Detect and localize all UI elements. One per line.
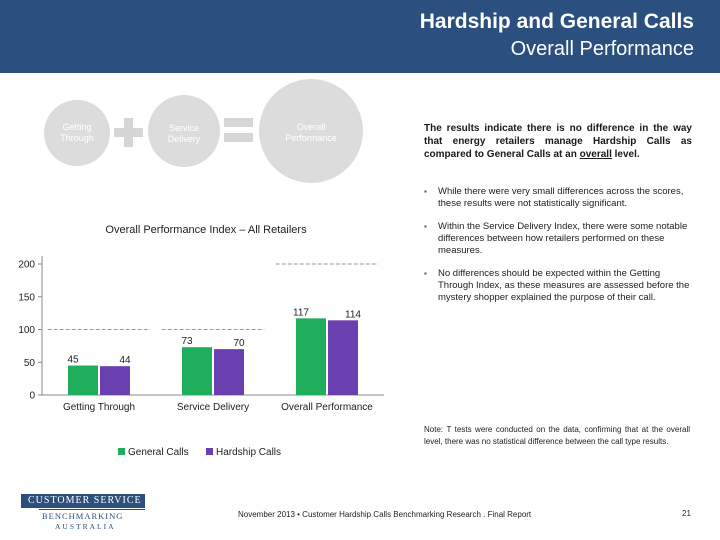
getting-through-circle: Getting Through (44, 100, 110, 166)
summary-text: The results indicate there is no differe… (424, 122, 692, 161)
overall-performance-circle: Overall Performance (259, 79, 363, 183)
x-tick-label: Overall Performance (281, 402, 373, 413)
chart-title: Overall Performance Index – All Retailer… (105, 224, 307, 236)
csba-logo: CUSTOMER SERVICE BENCHMARKING AUSTRALIA (21, 494, 145, 534)
getting-through-label: Getting Through (60, 122, 94, 143)
chart-body: 0 50 100 150 200 45 44 Getting Through 73 70 Servi… (18, 256, 384, 413)
data-label: 44 (119, 355, 131, 366)
logo-line-2: BENCHMARKING (39, 509, 145, 521)
page-number: 21 (682, 509, 691, 518)
data-label: 114 (345, 309, 361, 320)
legend-label: General Calls (128, 447, 189, 458)
finding-bullet: Within the Service Delivery Index, there… (424, 221, 696, 257)
finding-bullet: No differences should be expected within… (424, 268, 696, 304)
bar-general (296, 318, 326, 395)
page-title: Hardship and General Calls (419, 10, 694, 33)
chart-legend: General Calls Hardship Calls (118, 447, 281, 458)
footer-text: November 2013 • Customer Hardship Calls … (238, 510, 532, 519)
x-tick-label: Service Delivery (177, 402, 249, 413)
y-tick-label: 0 (29, 391, 35, 402)
summary-text-after: level. (611, 149, 640, 160)
y-tick-label: 100 (18, 325, 35, 336)
legend-swatch-hardship (206, 448, 213, 455)
plus-horizontal (114, 128, 143, 137)
logo-line-1: CUSTOMER SERVICE (21, 494, 145, 508)
header-bar: Hardship and General Calls Overall Perfo… (0, 0, 720, 73)
y-tick-label: 50 (24, 358, 36, 369)
data-label: 70 (233, 338, 245, 349)
bar-hardship (214, 349, 244, 395)
page-subtitle: Overall Performance (510, 38, 694, 60)
bar-hardship (100, 366, 130, 395)
performance-chart: Overall Performance Index – All Retailer… (18, 224, 384, 458)
data-label: 117 (293, 307, 309, 318)
summary-underlined: overall (579, 149, 612, 160)
data-label: 73 (181, 336, 193, 347)
x-tick-label: Getting Through (63, 402, 135, 413)
overall-performance-label: Overall Performance (285, 122, 337, 143)
bar-hardship (328, 320, 358, 395)
ttest-note: Note: T tests were conducted on the data… (424, 425, 690, 446)
legend-label: Hardship Calls (216, 447, 281, 458)
bar-general (182, 347, 212, 395)
service-delivery-circle: Service Delivery (148, 95, 220, 167)
bar-general (68, 365, 98, 395)
logo-line-3: AUSTRALIA (55, 522, 116, 531)
summary-text-before: The results indicate there is no differe… (424, 123, 692, 160)
equals-bottom (224, 133, 253, 142)
y-tick-label: 150 (18, 292, 35, 303)
finding-bullet: While there were very small differences … (424, 186, 696, 210)
data-label: 45 (67, 355, 79, 366)
service-delivery-label: Service Delivery (167, 123, 201, 144)
y-tick-label: 200 (18, 260, 35, 271)
legend-swatch-general (118, 448, 125, 455)
equals-top (224, 118, 253, 127)
findings-list: While there were very small differences … (424, 186, 696, 315)
